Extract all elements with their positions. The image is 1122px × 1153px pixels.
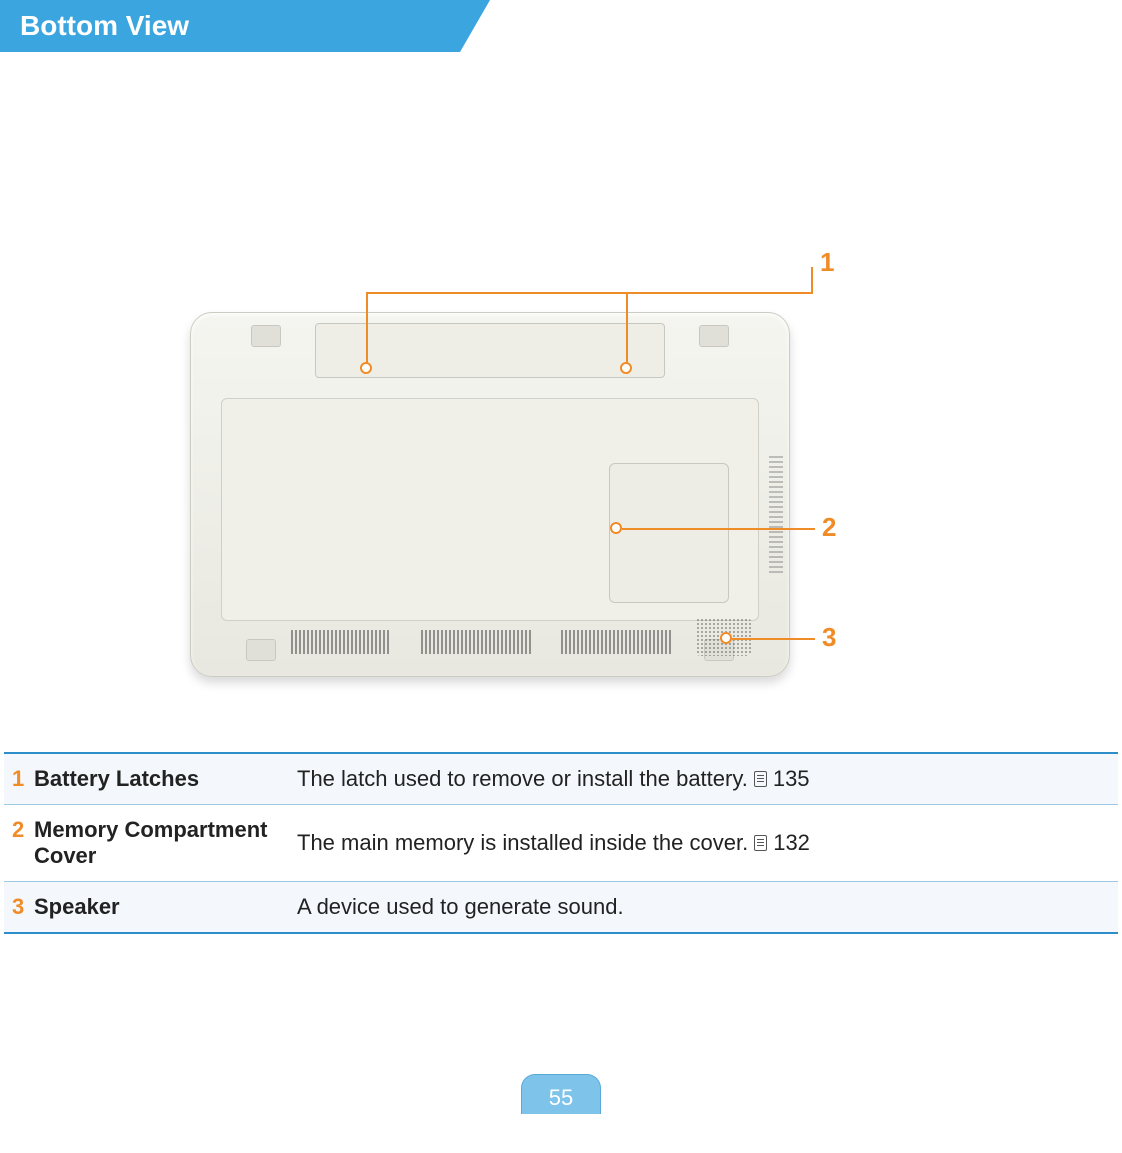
callout-number-2: 2 bbox=[822, 512, 836, 543]
callout-line bbox=[732, 638, 815, 640]
page-ref-icon bbox=[754, 835, 767, 851]
desc-text: The main memory is installed inside the … bbox=[297, 830, 748, 856]
table-row: 1 Battery Latches The latch used to remo… bbox=[4, 754, 1118, 805]
desc-text: A device used to generate sound. bbox=[297, 894, 624, 920]
row-name: Battery Latches bbox=[34, 754, 289, 804]
callout-dot-3 bbox=[720, 632, 732, 644]
callout-number-3: 3 bbox=[822, 622, 836, 653]
memory-cover-illustration bbox=[609, 463, 729, 603]
row-name: Memory Compartment Cover bbox=[34, 805, 289, 881]
callout-dot-1a bbox=[360, 362, 372, 374]
callout-number-1: 1 bbox=[820, 247, 834, 278]
vent-illustration bbox=[561, 630, 671, 654]
vent-illustration bbox=[421, 630, 531, 654]
row-number: 1 bbox=[4, 754, 34, 804]
callout-line bbox=[622, 528, 815, 530]
parts-table: 1 Battery Latches The latch used to remo… bbox=[4, 752, 1118, 934]
vent-illustration bbox=[291, 630, 391, 654]
side-vent-illustration bbox=[769, 453, 783, 573]
row-name: Speaker bbox=[34, 882, 289, 932]
callout-line bbox=[811, 267, 813, 294]
callout-line bbox=[366, 292, 368, 366]
laptop-bottom-illustration bbox=[190, 312, 790, 677]
manual-page: Bottom View 1 2 3 bbox=[0, 0, 1122, 1114]
rubber-foot bbox=[251, 325, 281, 347]
section-title: Bottom View bbox=[0, 0, 460, 52]
rubber-foot bbox=[246, 639, 276, 661]
rubber-foot bbox=[699, 325, 729, 347]
row-description: A device used to generate sound. bbox=[289, 882, 1118, 932]
page-ref: 132 bbox=[773, 830, 810, 856]
table-row: 3 Speaker A device used to generate soun… bbox=[4, 882, 1118, 932]
diagram-area: 1 2 3 bbox=[0, 52, 1122, 752]
page-ref-icon bbox=[754, 771, 767, 787]
callout-dot-2 bbox=[610, 522, 622, 534]
table-row: 2 Memory Compartment Cover The main memo… bbox=[4, 805, 1118, 882]
row-number: 3 bbox=[4, 882, 34, 932]
callout-line bbox=[626, 292, 628, 366]
row-description: The main memory is installed inside the … bbox=[289, 805, 1118, 881]
page-number: 55 bbox=[521, 1074, 601, 1114]
row-description: The latch used to remove or install the … bbox=[289, 754, 1118, 804]
row-number: 2 bbox=[4, 805, 34, 881]
page-ref: 135 bbox=[773, 766, 810, 792]
desc-text: The latch used to remove or install the … bbox=[297, 766, 748, 792]
callout-dot-1b bbox=[620, 362, 632, 374]
callout-line bbox=[366, 292, 813, 294]
